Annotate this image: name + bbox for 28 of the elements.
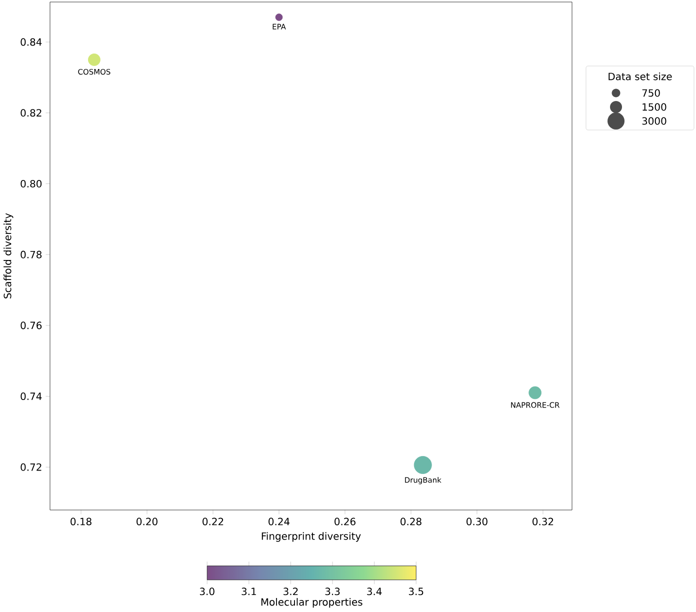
color-bar-label: 3.1 bbox=[242, 588, 256, 596]
y-tick-label: 0.80 bbox=[20, 180, 42, 188]
y-tick-label: 0.78 bbox=[20, 250, 42, 258]
y-tick-label: 0.76 bbox=[20, 322, 42, 330]
color-bar-label: 3.3 bbox=[325, 588, 340, 596]
y-tick-label: 0.74 bbox=[20, 392, 42, 400]
x-tick-label: 0.20 bbox=[136, 518, 158, 526]
legend-title: Data set size bbox=[608, 72, 672, 80]
color-bar-label: 3.5 bbox=[408, 588, 424, 596]
color-bar-label: 3.4 bbox=[367, 588, 382, 596]
color-bar-label: 3.0 bbox=[200, 588, 214, 596]
x-axis-title: Fingerprint diversity bbox=[262, 532, 361, 542]
y-tick-label: 0.82 bbox=[20, 109, 42, 117]
x-tick-label: 0.22 bbox=[202, 518, 224, 526]
y-tick-label: 0.84 bbox=[20, 38, 42, 46]
color-bar-label: 3.2 bbox=[284, 588, 298, 596]
color-bar-title: Molecular properties bbox=[261, 598, 362, 608]
x-tick-label: 0.18 bbox=[70, 518, 92, 526]
y-axis-title: Scaffold diversity bbox=[4, 213, 14, 298]
x-tick-label: 0.30 bbox=[466, 518, 488, 526]
x-tick-label: 0.32 bbox=[532, 518, 554, 526]
x-tick-label: 0.28 bbox=[400, 518, 422, 526]
x-tick-label: 0.26 bbox=[334, 518, 356, 526]
legend-label: 750 bbox=[642, 89, 660, 97]
y-tick-label: 0.72 bbox=[20, 463, 42, 471]
legend-label: 1500 bbox=[642, 103, 666, 111]
legend-label: 3000 bbox=[642, 117, 666, 125]
x-tick-label: 0.24 bbox=[268, 518, 290, 526]
